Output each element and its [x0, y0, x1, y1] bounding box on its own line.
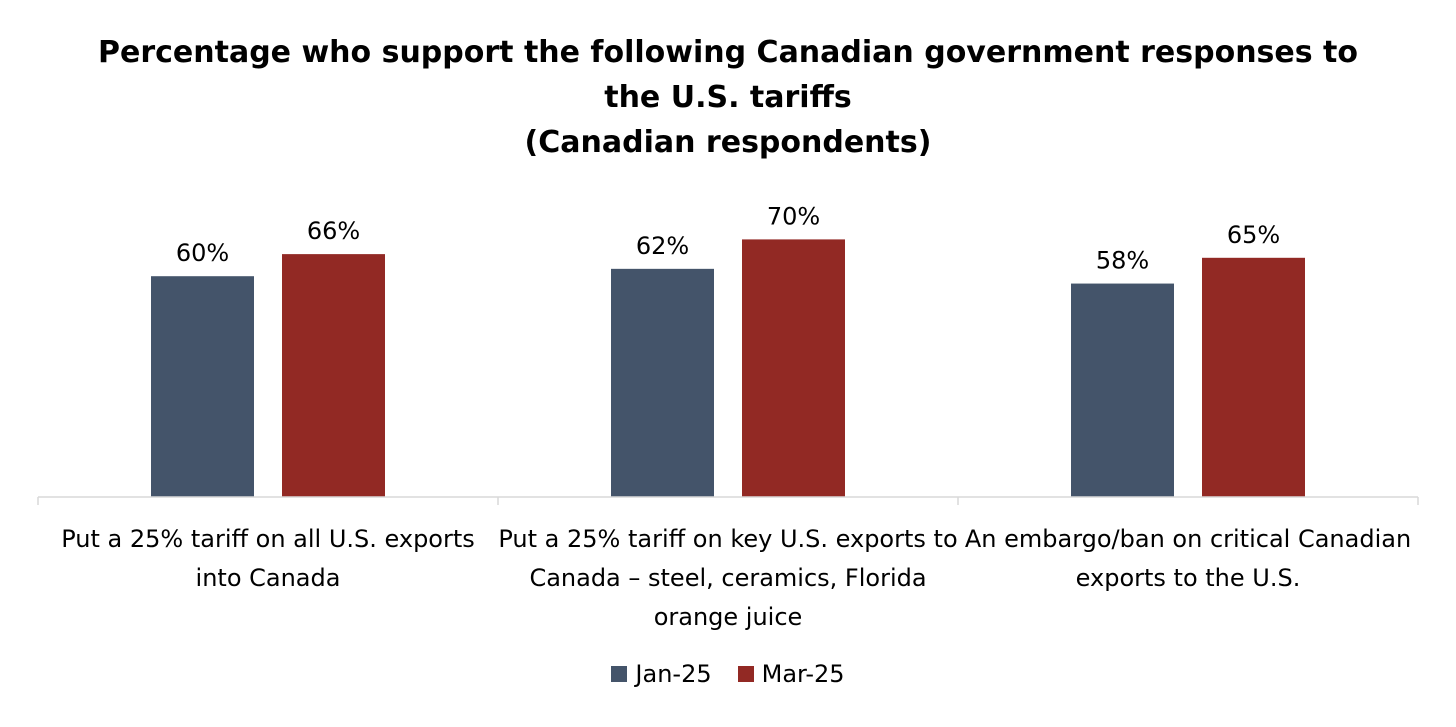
bar-jan-25-cat-1 [151, 276, 254, 497]
category-label-2: Put a 25% tariff on key U.S. exports to … [498, 525, 958, 631]
data-label-jan-25-cat-2: 62% [636, 232, 689, 260]
data-label-mar-25-cat-1: 66% [307, 217, 360, 245]
legend-item-jan-25: Jan-25 [611, 660, 712, 688]
chart-title: Percentage who support the following Can… [0, 30, 1456, 165]
chart-title-line-1: Percentage who support the following Can… [98, 35, 1358, 70]
legend-swatch-mar-25 [737, 666, 754, 682]
legend-label-mar-25: Mar-25 [761, 660, 845, 688]
bar-mar-25-cat-2 [742, 239, 845, 497]
legend-item-mar-25: Mar-25 [737, 660, 845, 688]
bar-jan-25-cat-2 [611, 268, 714, 497]
bar-mar-25-cat-1 [282, 254, 385, 497]
chart-title-line-3: (Canadian respondents) [524, 125, 932, 160]
data-label-jan-25-cat-1: 60% [176, 239, 229, 267]
chart-title-line-2: the U.S. tariffs [604, 80, 852, 115]
bars-group [151, 239, 1305, 497]
category-label-3: An embargo/ban on critical Canadian expo… [964, 525, 1412, 592]
legend-swatch-jan-25 [611, 666, 628, 682]
data-label-mar-25-cat-2: 70% [767, 202, 820, 230]
legend: Jan-25 Mar-25 [0, 660, 1456, 688]
data-label-jan-25-cat-3: 58% [1096, 247, 1149, 275]
data-label-mar-25-cat-3: 65% [1227, 221, 1280, 249]
bar-mar-25-cat-3 [1202, 257, 1305, 497]
legend-label-jan-25: Jan-25 [635, 660, 712, 688]
data-labels-group: 60% 66% 62% 70% 58% 65% [176, 202, 1280, 274]
bar-jan-25-cat-3 [1071, 283, 1174, 497]
x-axis [37, 496, 1419, 505]
category-label-1: Put a 25% tariff on all U.S. exports int… [61, 525, 475, 592]
